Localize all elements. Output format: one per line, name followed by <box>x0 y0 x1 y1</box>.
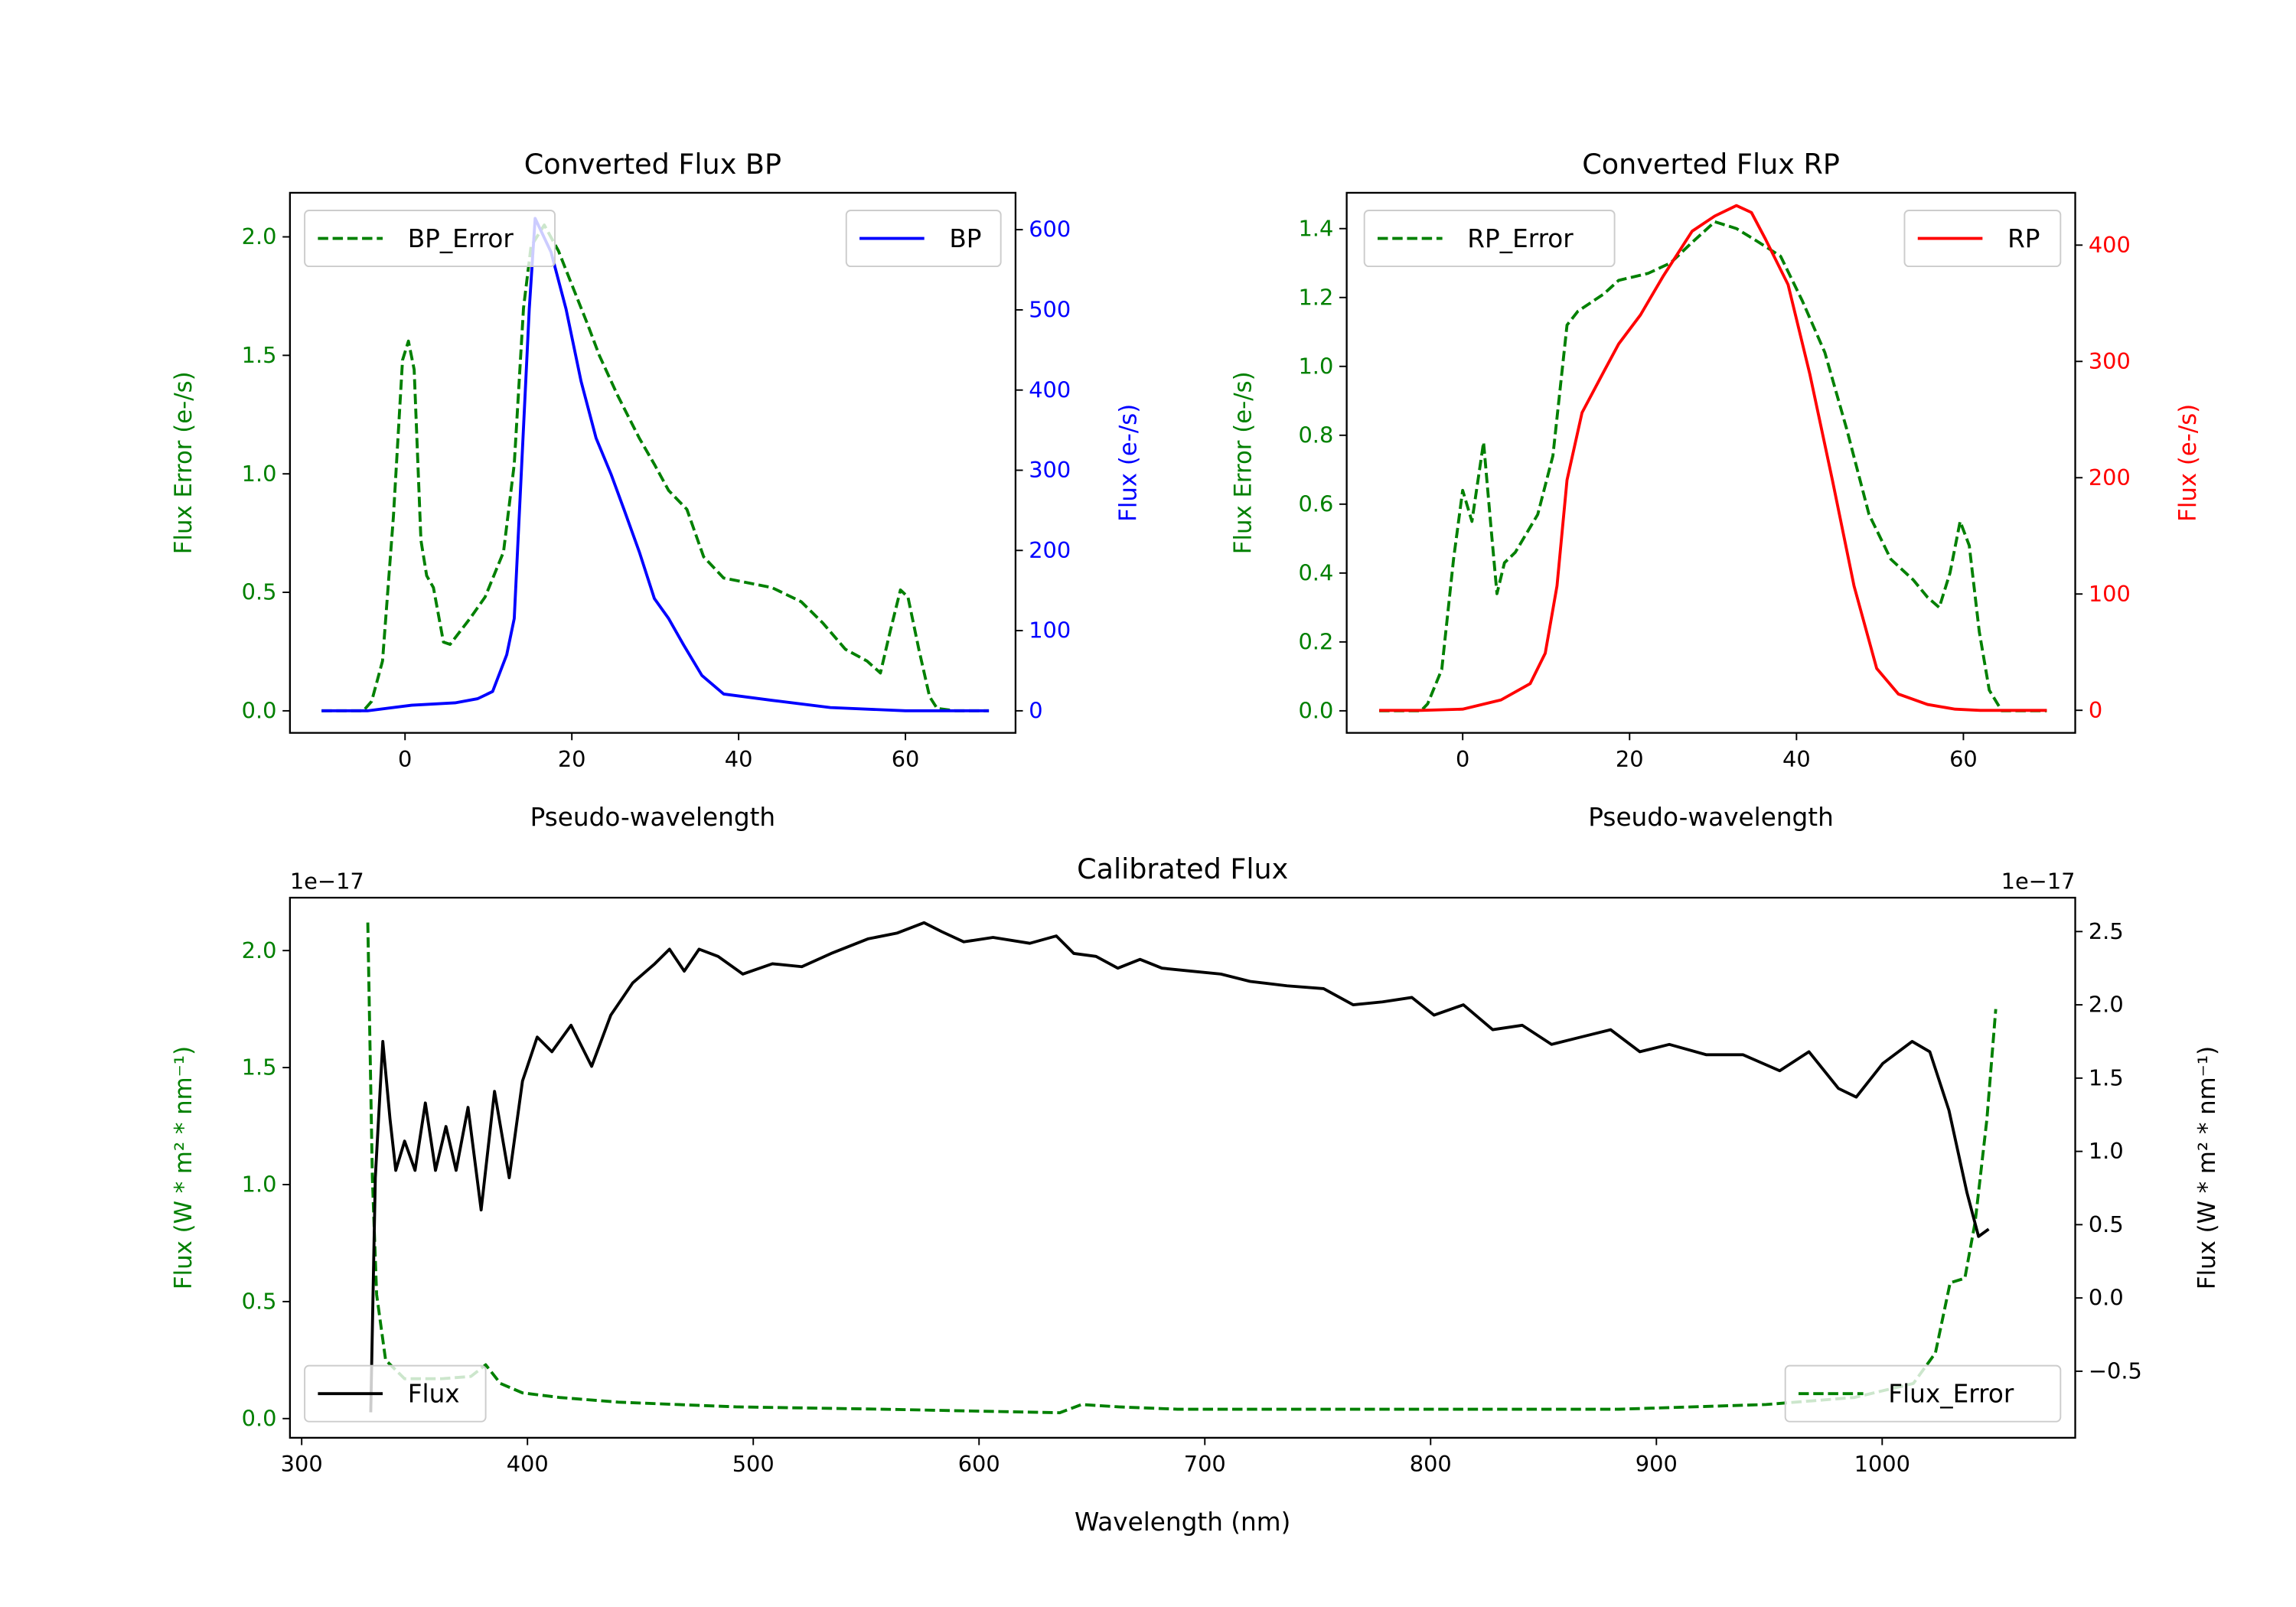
x-tick-label: 800 <box>1410 1451 1452 1477</box>
y-tick-label-left: 1.0 <box>242 461 277 487</box>
y-tick-label-right: 2.5 <box>2089 918 2124 944</box>
y-tick-label-left: 0.0 <box>242 1405 277 1431</box>
legend-label: Flux_Error <box>1888 1380 2014 1409</box>
legend-box <box>1363 210 1616 268</box>
x-tick-label: 400 <box>507 1451 549 1477</box>
legend-label: RP <box>2007 224 2040 253</box>
y-tick-label-right: 200 <box>1029 537 1071 563</box>
legend-right: Flux_Error <box>1784 1364 2062 1423</box>
y-tick-label-left: 1.5 <box>242 342 277 368</box>
y-tick-label-left: 2.0 <box>242 937 277 963</box>
legend-label: BP <box>949 224 981 253</box>
y-tick-label-right: 400 <box>2089 232 2131 258</box>
y-axis-label-left: Flux Error (e-/s) <box>170 371 197 554</box>
legend-box <box>304 1364 487 1423</box>
y-tick-label-right: 300 <box>1029 457 1071 483</box>
offset-text-right: 1e−17 <box>2001 869 2076 895</box>
y-tick-label-left: 1.4 <box>1298 215 1333 241</box>
y-tick-label-right: 100 <box>1029 618 1071 644</box>
x-tick-label: 20 <box>1616 746 1644 772</box>
x-tick-label: 600 <box>958 1451 1000 1477</box>
x-tick-label: 300 <box>281 1451 323 1477</box>
series-line-bp-error <box>321 223 990 712</box>
legend-right: RP <box>1903 210 2062 268</box>
y-tick-label-right: 1.0 <box>2089 1138 2124 1164</box>
legend-box <box>304 210 556 268</box>
legend-left: RP_Error <box>1363 210 1616 268</box>
y-tick-label-left: 0.6 <box>1298 491 1333 517</box>
legend-label: Flux <box>408 1380 460 1409</box>
y-tick-label-right: 500 <box>1029 297 1071 323</box>
x-tick-label: 40 <box>1782 746 1811 772</box>
y-tick-label-left: 2.0 <box>242 223 277 249</box>
series-line-rp <box>1379 204 2047 712</box>
y-tick-label-right: 0 <box>2089 697 2102 723</box>
series-line-bp <box>321 217 990 712</box>
y-tick-label-left: 1.5 <box>242 1054 277 1081</box>
y-tick-label-left: 0.0 <box>242 698 277 724</box>
subplot-2: Converted Flux RP 0 20 40 60 Pseudo-wavelengt… <box>1230 148 2203 832</box>
y-tick-label-left: 0.8 <box>1298 422 1333 448</box>
y-tick-label-right: 200 <box>2089 464 2131 491</box>
y-axis-label-left: Flux Error (e-/s) <box>1230 371 1257 554</box>
x-tick-label: 500 <box>732 1451 775 1477</box>
subplot-3: Calibrated Flux 300 400 500 600 700 800 900 1000… <box>170 852 2221 1537</box>
legend-label: RP_Error <box>1467 224 1574 253</box>
y-tick-label-right: 0.0 <box>2089 1285 2124 1311</box>
y-tick-label-right: 1.5 <box>2089 1064 2124 1090</box>
x-tick-label: 1000 <box>1854 1451 1910 1477</box>
y-tick-label-left: 1.0 <box>242 1172 277 1198</box>
series-line-rp-error <box>1379 220 2047 712</box>
x-tick-label: 60 <box>1949 746 1978 772</box>
y-tick-label-left: 0.2 <box>1298 628 1333 654</box>
legend-left: Flux <box>304 1364 487 1423</box>
chart-title: Converted Flux BP <box>524 148 781 181</box>
x-tick-label: 700 <box>1184 1451 1226 1477</box>
legend-right: BP <box>845 210 1002 268</box>
x-tick-label: 0 <box>398 746 412 772</box>
y-tick-label-right: 100 <box>2089 581 2131 607</box>
x-tick-label: 40 <box>725 746 753 772</box>
series-line-flux-error <box>366 922 1998 1415</box>
x-axis-label: Pseudo-wavelength <box>530 803 776 832</box>
chart-title: Converted Flux RP <box>1582 148 1840 181</box>
y-tick-label-left: 0.4 <box>1298 559 1333 585</box>
y-tick-label-right: 300 <box>2089 348 2131 374</box>
legend-left: BP_Error <box>304 210 556 268</box>
y-tick-label-right: 0 <box>1029 697 1042 723</box>
y-tick-label-left: 0.5 <box>242 579 277 605</box>
y-tick-label-left: 1.2 <box>1298 284 1333 310</box>
x-tick-label: 20 <box>558 746 586 772</box>
y-tick-label-left: 0.5 <box>242 1288 277 1314</box>
legend-label: BP_Error <box>408 224 514 253</box>
x-tick-label: 60 <box>892 746 920 772</box>
y-tick-label-left: 0.0 <box>1298 698 1333 724</box>
y-tick-label-right: −0.5 <box>2089 1358 2142 1384</box>
y-axis-label-right: Flux (W * m² * nm⁻¹) <box>2193 1046 2221 1289</box>
axes-frame <box>289 191 1017 734</box>
x-axis-label: Pseudo-wavelength <box>1588 803 1834 832</box>
x-tick-label: 0 <box>1456 746 1469 772</box>
axes-frame <box>1345 191 2076 734</box>
y-tick-label-right: 2.0 <box>2089 992 2124 1018</box>
y-tick-label-right: 0.5 <box>2089 1211 2124 1237</box>
series-line-flux <box>369 921 1990 1413</box>
y-axis-label-left: Flux (W * m² * nm⁻¹) <box>170 1046 197 1289</box>
y-tick-label-left: 1.0 <box>1298 353 1333 379</box>
axes-frame <box>289 896 2076 1439</box>
x-axis-label: Wavelength (nm) <box>1075 1508 1290 1537</box>
y-tick-label-right: 400 <box>1029 376 1071 403</box>
subplot-1: Converted Flux BP 0 20 40 60 Pseudo-wavelengt… <box>170 148 1143 832</box>
legend-box <box>1784 1364 2062 1423</box>
y-axis-label-right: Flux (e-/s) <box>1115 404 1143 522</box>
offset-text-left: 1e−17 <box>290 869 364 895</box>
y-tick-label-right: 600 <box>1029 217 1071 243</box>
x-tick-label: 900 <box>1636 1451 1678 1477</box>
chart-title: Calibrated Flux <box>1077 852 1288 885</box>
y-axis-label-right: Flux (e-/s) <box>2174 404 2202 522</box>
